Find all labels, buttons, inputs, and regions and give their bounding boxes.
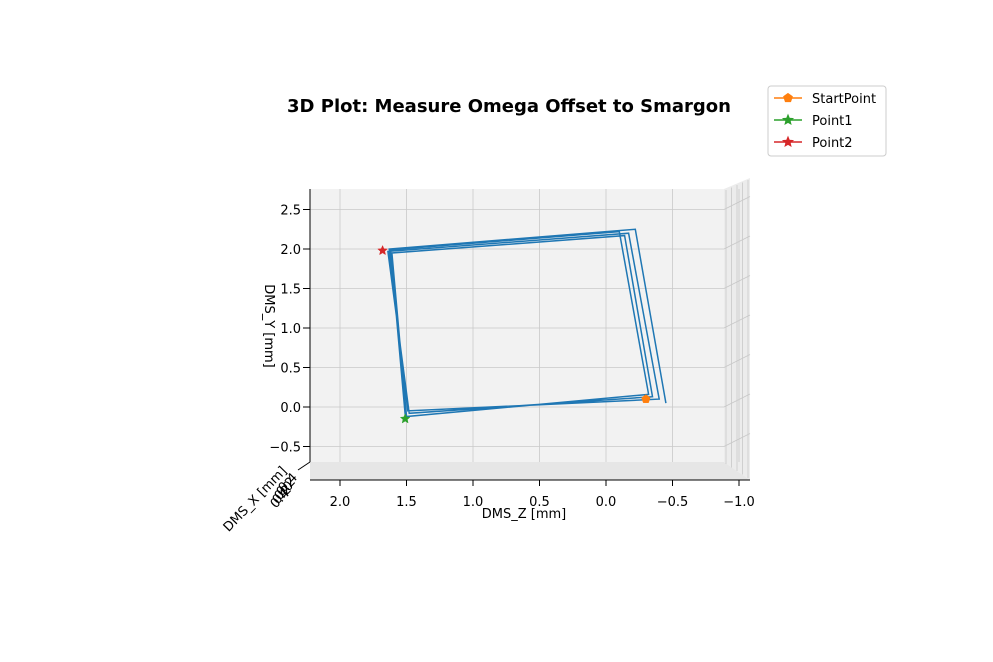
x-tick-label: −0.5 [657,495,689,510]
x-axis-label: DMS_Z [mm] [482,507,567,522]
legend-marker [783,92,793,103]
y-tick-label: 0.0 [280,401,301,416]
y-tick-label: 2.5 [280,204,301,219]
plot-data [377,228,667,424]
data-point-startpoint [641,394,651,403]
x-tick-label: −1.0 [723,495,755,510]
x-tick-label: 0.5 [529,495,550,510]
y-axis-label: DMS_Y [mm] [261,284,276,368]
back-pane [310,189,724,462]
axis-lines [297,189,750,486]
legend-label: StartPoint [812,92,876,107]
x-tick-label: 0.0 [596,495,617,510]
chart-title: 3D Plot: Measure Omega Offset to Smargon [287,96,731,117]
x-tick-label: 1.5 [396,495,417,510]
legend: StartPoint Point1 Point2 [767,85,887,157]
x-tick-label: 2.0 [330,495,351,510]
y-tick-label: 2.0 [280,243,301,258]
legend-label: Point2 [812,136,853,151]
legend-marker [781,113,795,126]
y-tick-label: 1.5 [280,283,301,298]
legend-box [767,85,887,157]
x-tick-label: 1.0 [463,495,484,510]
grid-lines [303,180,751,478]
series-line [387,228,667,418]
legend-label: Point1 [812,114,853,129]
legend-marker [781,135,795,148]
data-point-point1 [399,413,411,424]
axes-panes [310,178,750,480]
z-axis-line [297,461,311,471]
y-tick-label: −0.5 [269,441,301,456]
y-tick-label: 1.0 [280,322,301,337]
floor-pane [310,462,750,480]
y-tick-label: 0.5 [280,362,301,377]
data-point-point2 [377,244,388,256]
